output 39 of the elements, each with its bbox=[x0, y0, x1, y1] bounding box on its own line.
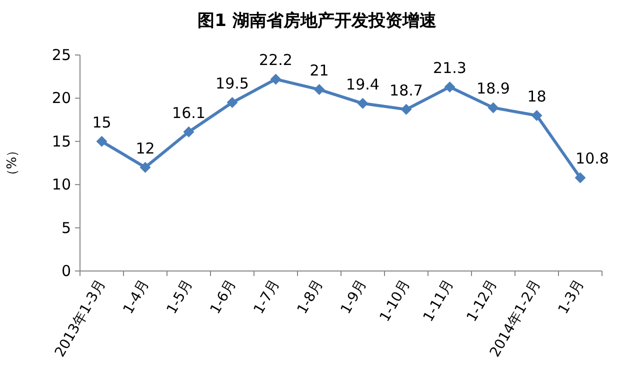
data-label: 18 bbox=[527, 87, 546, 106]
x-tick-label: 1-4月 bbox=[120, 277, 153, 317]
point bbox=[574, 172, 586, 184]
point bbox=[488, 102, 499, 114]
y-tick-label: 5 bbox=[61, 218, 71, 237]
point bbox=[357, 98, 368, 109]
point bbox=[444, 81, 456, 92]
x-tick-label: 1-5月 bbox=[164, 277, 196, 317]
data-label: 10.8 bbox=[576, 150, 609, 168]
chart-title: 图1 湖南省房地产开发投资增速 bbox=[198, 11, 436, 31]
x-tick-label: 1-8月 bbox=[294, 277, 327, 317]
x-tick-label: 1-7月 bbox=[250, 277, 284, 317]
data-label: 16.1 bbox=[172, 104, 206, 122]
data-label: 21 bbox=[310, 62, 329, 80]
data-label: 19.5 bbox=[216, 74, 249, 93]
x-tick-label: 1-3月 bbox=[555, 277, 588, 317]
x-tick-label: 1-6月 bbox=[207, 277, 240, 317]
point bbox=[226, 97, 238, 108]
data-label: 15 bbox=[92, 113, 112, 132]
point bbox=[270, 74, 282, 85]
point bbox=[183, 126, 194, 138]
point bbox=[140, 162, 151, 173]
data-label: 18.9 bbox=[476, 80, 510, 98]
y-tick-label: 15 bbox=[52, 132, 71, 150]
point bbox=[400, 104, 412, 115]
y-tick-label: 25 bbox=[52, 46, 71, 64]
x-tick-label: 1-9月 bbox=[338, 277, 370, 317]
y-tick-label: 0 bbox=[61, 262, 71, 280]
data-label: 18.7 bbox=[390, 81, 423, 100]
y-tick-label: 20 bbox=[52, 89, 71, 108]
data-label: 19.4 bbox=[346, 75, 380, 94]
point bbox=[96, 136, 108, 147]
data-label: 21.3 bbox=[433, 58, 466, 77]
y-axis-title: （%） bbox=[5, 144, 20, 182]
data-label: 22.2 bbox=[259, 51, 292, 70]
y-tick-label: 10 bbox=[52, 176, 71, 194]
point bbox=[314, 84, 325, 96]
point bbox=[531, 110, 542, 121]
data-label: 12 bbox=[136, 139, 155, 158]
